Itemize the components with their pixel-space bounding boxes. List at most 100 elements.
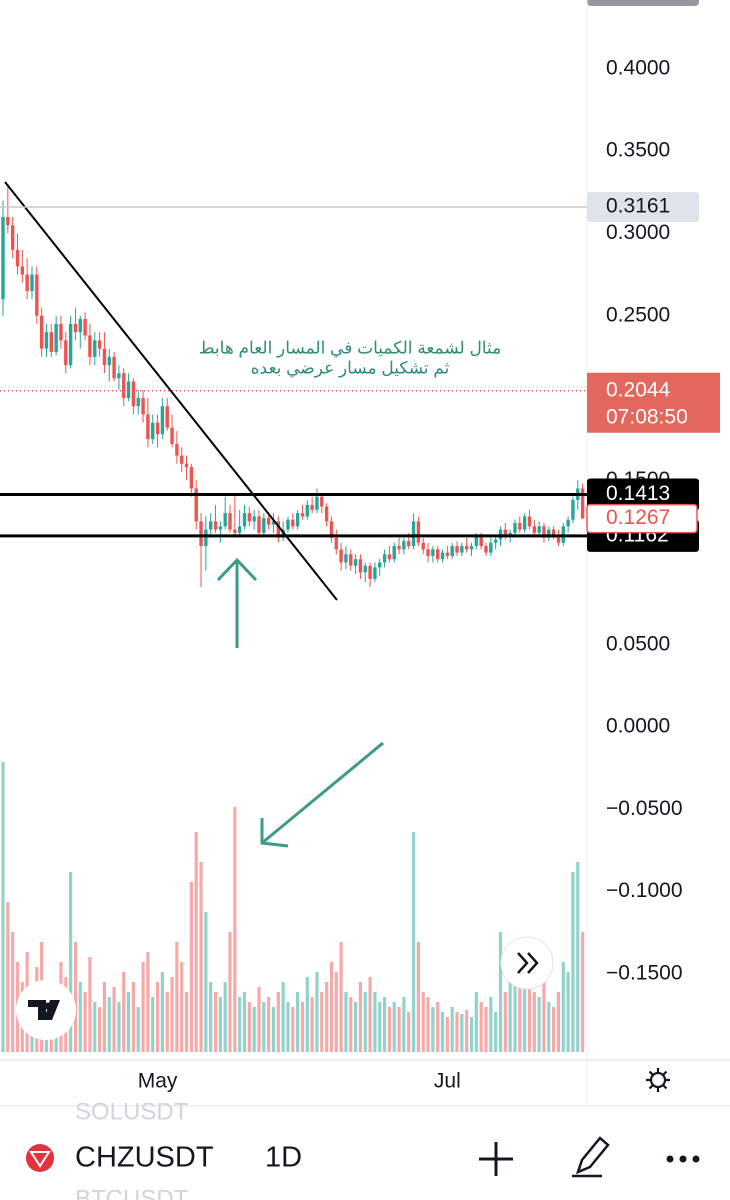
- volume-bar: [421, 992, 425, 1052]
- candle-body: [93, 340, 97, 357]
- volume-bar: [392, 1002, 396, 1052]
- candle-body: [426, 549, 430, 556]
- candle-body: [160, 406, 165, 435]
- volume-bar: [199, 862, 203, 1052]
- volume-bar: [218, 997, 222, 1052]
- volume-bar: [426, 997, 430, 1052]
- volume-bar: [69, 872, 73, 1052]
- last-price-badge: [587, 372, 720, 433]
- candle-body: [532, 526, 536, 533]
- add-icon[interactable]: [479, 1142, 513, 1176]
- volume-bar: [300, 1002, 305, 1052]
- volume-bar: [382, 997, 387, 1052]
- candle-body: [271, 521, 276, 525]
- candle-body: [184, 463, 189, 468]
- volume-bar: [411, 832, 416, 1052]
- settings-icon[interactable]: [646, 1068, 670, 1092]
- volume-bar: [141, 962, 145, 1052]
- candle-body: [503, 529, 508, 537]
- candle-body: [566, 519, 570, 527]
- symbol[interactable]: CHZUSDT: [75, 1142, 214, 1174]
- candle-body: [402, 541, 406, 550]
- candle-body: [373, 567, 377, 579]
- y-tick-label: 0.4000: [606, 56, 670, 79]
- volume-bar: [238, 997, 242, 1052]
- candle-body: [542, 526, 546, 538]
- candle-body: [392, 546, 396, 560]
- volume-bar: [445, 1017, 449, 1052]
- price-badge-label: 0.1267: [606, 506, 670, 529]
- volume-bar: [325, 982, 329, 1052]
- volume-bar: [11, 932, 15, 1052]
- volume-bar: [83, 992, 87, 1052]
- volume-bar: [136, 1007, 140, 1052]
- volume-bar: [93, 1002, 97, 1052]
- candle-body: [213, 521, 218, 530]
- interval[interactable]: 1D: [265, 1142, 302, 1174]
- volume-bar: [358, 982, 363, 1052]
- volume-bar: [407, 1012, 411, 1052]
- candle-body: [484, 546, 488, 553]
- volume-bar: [571, 872, 575, 1052]
- candle-body: [122, 373, 126, 398]
- volume-bar: [329, 962, 334, 1052]
- volume-bar: [344, 992, 348, 1052]
- candle-body: [353, 559, 358, 566]
- candle-body: [571, 499, 575, 520]
- y-tick-label: 0.3500: [606, 139, 670, 162]
- candle-body: [131, 381, 136, 407]
- volume-bar: [180, 962, 184, 1052]
- volume-bar: [402, 997, 406, 1052]
- candle-body: [291, 519, 295, 527]
- volume-bar: [175, 942, 179, 1052]
- last-price-label: 0.2044: [606, 378, 671, 401]
- candle-body: [102, 348, 107, 366]
- logo-dot: [44, 1002, 52, 1010]
- volume-bar: [6, 902, 10, 1052]
- volume-bar: [503, 992, 507, 1052]
- volume-bar: [465, 1010, 469, 1052]
- candle-body: [469, 546, 474, 550]
- volume-bar: [450, 1007, 454, 1052]
- volume-bar: [455, 1012, 459, 1052]
- volume-bar: [542, 982, 546, 1052]
- candle-body: [300, 513, 305, 517]
- candle-body: [20, 266, 25, 275]
- candle-body: [54, 323, 58, 352]
- volume-bar: [508, 982, 512, 1052]
- candle-body: [49, 332, 53, 352]
- volume-bar: [474, 992, 478, 1052]
- top-badge: [587, 0, 699, 6]
- volume-bar: [165, 992, 169, 1052]
- volume-bar: [387, 1007, 391, 1052]
- symbol-icon-mark: [29, 1151, 51, 1168]
- candle-body: [537, 526, 541, 533]
- price-badge: [586, 503, 698, 534]
- candle-body: [252, 516, 256, 522]
- volume-bar: [267, 997, 271, 1052]
- volume-bar: [131, 982, 136, 1052]
- candle-body: [170, 427, 174, 445]
- more-icon[interactable]: [666, 1155, 700, 1163]
- volume-bar: [460, 1014, 464, 1052]
- volume-bar: [334, 972, 338, 1052]
- draw-icon[interactable]: [572, 1136, 610, 1178]
- volume-bar: [373, 992, 377, 1052]
- candle-body: [440, 552, 445, 560]
- y-tick-label: −0.1000: [606, 879, 683, 902]
- candle-body: [445, 552, 450, 556]
- volume-bar: [527, 977, 532, 1052]
- candle-body: [421, 542, 425, 550]
- volume-bar: [339, 942, 343, 1052]
- candle-body: [10, 225, 15, 250]
- volume-bar: [184, 992, 189, 1052]
- candle-body: [25, 274, 29, 292]
- candle-body: [363, 565, 367, 573]
- x-tick-label: May: [138, 1070, 178, 1093]
- volume-bar: [107, 997, 111, 1052]
- volume-bar: [513, 972, 517, 1052]
- candle-body: [73, 323, 78, 333]
- volume-bar: [151, 997, 155, 1052]
